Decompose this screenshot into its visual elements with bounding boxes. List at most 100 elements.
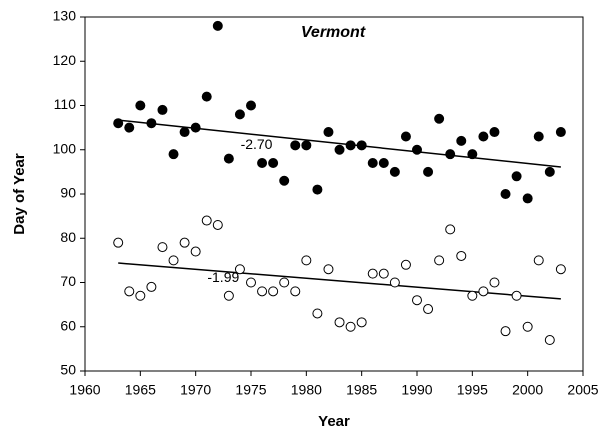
point	[179, 237, 190, 248]
point	[234, 109, 245, 120]
point	[157, 242, 168, 253]
point	[246, 100, 256, 111]
point	[511, 290, 522, 301]
point	[190, 122, 201, 133]
x-tick-label: 1960	[69, 382, 100, 398]
x-tick-label: 1990	[401, 382, 432, 398]
point	[412, 144, 422, 155]
point	[445, 224, 456, 235]
point	[423, 304, 434, 315]
point	[467, 149, 478, 160]
point	[533, 131, 544, 142]
point	[356, 140, 367, 151]
point	[389, 166, 400, 177]
y-tick-label: 70	[60, 273, 76, 289]
annotation: -2.70	[241, 136, 273, 152]
point	[290, 140, 301, 151]
point	[334, 317, 345, 328]
y-tick-label: 100	[53, 140, 77, 156]
point	[246, 277, 256, 288]
annotation: -1.99	[207, 269, 239, 285]
point	[434, 113, 445, 124]
point	[511, 171, 522, 182]
point	[201, 91, 212, 102]
point	[301, 140, 312, 151]
point	[168, 255, 179, 266]
point	[378, 268, 389, 279]
point	[257, 158, 268, 169]
point	[367, 158, 378, 169]
point	[522, 193, 533, 204]
point	[124, 122, 135, 133]
point	[146, 118, 157, 129]
point	[168, 149, 179, 160]
point	[279, 277, 290, 288]
y-axis-title: Day of Year	[11, 153, 28, 235]
point	[456, 250, 467, 261]
point	[268, 158, 279, 169]
point	[190, 246, 201, 257]
y-tick-label: 50	[60, 362, 76, 378]
point	[279, 175, 290, 186]
point	[113, 237, 124, 248]
point	[268, 286, 279, 297]
point	[378, 158, 389, 169]
point	[124, 286, 135, 297]
point	[323, 127, 334, 138]
point	[555, 264, 566, 275]
y-tick-label: 130	[53, 8, 77, 24]
x-axis-title: Year	[318, 413, 350, 430]
x-tick-label: 1965	[125, 382, 156, 398]
x-tick-label: 1995	[457, 382, 488, 398]
point	[400, 259, 411, 270]
point	[113, 118, 124, 129]
point	[212, 219, 223, 230]
point	[400, 131, 411, 142]
point	[257, 286, 268, 297]
point	[445, 149, 456, 160]
point	[467, 290, 478, 301]
x-tick-label: 2005	[567, 382, 598, 398]
point	[412, 295, 422, 306]
x-tick-label: 1985	[346, 382, 377, 398]
point	[223, 290, 234, 301]
point	[179, 127, 190, 138]
point	[345, 140, 356, 151]
point	[544, 335, 555, 346]
point	[533, 255, 544, 266]
x-tick-label: 1975	[235, 382, 266, 398]
point	[334, 144, 345, 155]
point	[301, 255, 312, 266]
point	[312, 184, 323, 195]
x-tick-label: 2000	[512, 382, 543, 398]
x-tick-label: 1980	[291, 382, 322, 398]
point	[489, 277, 500, 288]
point	[356, 317, 367, 328]
point	[290, 286, 301, 297]
point	[555, 127, 566, 138]
point	[500, 326, 511, 337]
point	[423, 166, 434, 177]
point	[367, 268, 378, 279]
point	[201, 215, 212, 226]
point	[135, 290, 146, 301]
point	[434, 255, 445, 266]
point	[489, 127, 500, 138]
chart-title: Vermont	[301, 24, 366, 41]
y-tick-label: 60	[60, 317, 76, 333]
point	[212, 20, 223, 31]
point	[478, 131, 489, 142]
point	[389, 277, 400, 288]
point	[500, 189, 511, 199]
y-tick-label: 80	[60, 229, 76, 245]
x-tick-label: 1970	[180, 382, 211, 398]
point	[157, 104, 168, 115]
point	[312, 308, 323, 319]
point	[345, 321, 356, 332]
point	[234, 264, 245, 275]
y-tick-label: 90	[60, 185, 76, 201]
point	[456, 135, 467, 146]
point	[223, 153, 234, 164]
y-tick-label: 110	[54, 96, 77, 112]
